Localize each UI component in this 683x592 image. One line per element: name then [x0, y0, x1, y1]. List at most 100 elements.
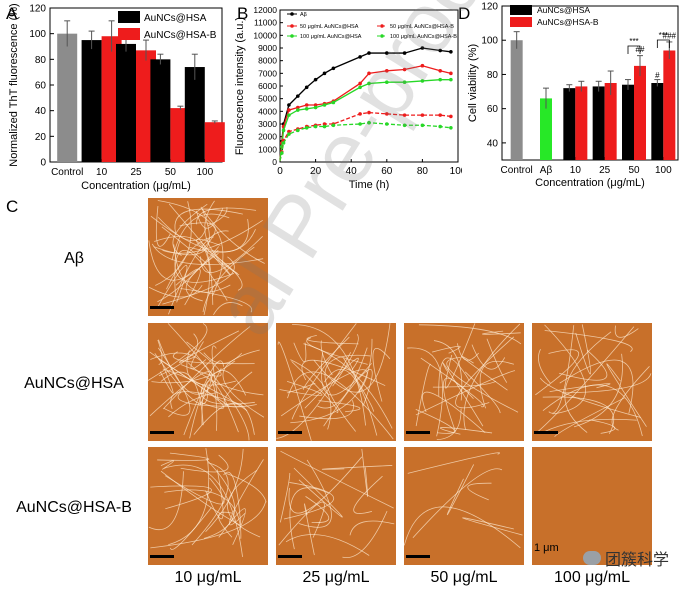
fibril — [463, 323, 521, 430]
afm-row-label: Aβ — [64, 250, 84, 267]
y-tick-label: 2000 — [258, 132, 277, 142]
fibril — [172, 351, 255, 365]
fibril — [227, 469, 261, 538]
sig-bracket — [627, 45, 641, 54]
series-marker — [313, 124, 318, 129]
series-marker — [322, 122, 327, 126]
legend-marker — [290, 34, 294, 38]
fibril — [306, 334, 359, 345]
fibril — [150, 215, 256, 253]
afm-row-label: AuNCs@HSA — [24, 375, 124, 392]
x-tick-label: 25 — [599, 165, 611, 176]
series-marker — [287, 132, 291, 136]
hash-label: # — [655, 71, 660, 80]
scale-bar — [150, 431, 174, 434]
fibril — [349, 520, 395, 536]
fibril — [535, 326, 635, 434]
afm-column-label: 25 μg/mL — [302, 569, 370, 586]
fibril — [151, 243, 264, 265]
y-tick-label: 4000 — [258, 106, 277, 116]
fibril — [147, 323, 208, 381]
fibril — [223, 371, 257, 408]
fibril — [542, 384, 643, 437]
fibril — [202, 246, 255, 313]
fibril — [403, 506, 521, 549]
afm-image — [403, 447, 524, 565]
fibril — [280, 369, 368, 417]
scale-label: 1 μm — [534, 542, 559, 554]
y-tick-label: 1000 — [258, 144, 277, 154]
y-tick-label: 60 — [487, 104, 499, 115]
afm-column-label: 50 μg/mL — [430, 569, 498, 586]
fibril — [286, 382, 316, 394]
x-tick-label: Control — [51, 167, 83, 178]
fibril — [288, 456, 363, 514]
afm-fibrils — [403, 452, 523, 549]
fibril — [611, 366, 650, 431]
fibril — [160, 460, 175, 470]
hash-label: ## — [636, 45, 645, 54]
series-marker — [358, 85, 362, 90]
panel-letter-c: C — [6, 197, 19, 216]
fibril — [299, 400, 354, 420]
series-marker — [420, 46, 425, 50]
series-marker — [449, 126, 453, 130]
fibril — [293, 467, 343, 518]
series-marker — [296, 128, 300, 133]
fibril — [180, 288, 253, 313]
series-marker — [331, 66, 336, 71]
fibril — [464, 371, 501, 414]
legend-label: AuNCs@HSA-B — [144, 30, 217, 41]
fibril — [183, 360, 225, 436]
fibril — [298, 459, 332, 528]
fibril — [306, 337, 368, 365]
fibril — [211, 345, 219, 402]
fibril — [559, 349, 608, 381]
fibril — [559, 359, 634, 414]
fibril — [167, 323, 250, 441]
series-marker — [402, 51, 407, 55]
fibril — [539, 377, 641, 418]
fibril — [150, 501, 267, 549]
fibril — [606, 363, 647, 427]
series-line — [279, 122, 451, 161]
series-marker — [367, 71, 371, 76]
fibril — [153, 208, 210, 256]
series-line — [279, 47, 451, 160]
y-tick-label: 100 — [29, 29, 46, 40]
y-tick-label: 12000 — [253, 5, 277, 15]
fibril — [442, 362, 484, 427]
y-tick-label: 80 — [487, 70, 499, 81]
fibril — [163, 464, 243, 558]
series-marker — [438, 77, 442, 82]
hash-label: ### — [663, 32, 677, 41]
fibril — [160, 470, 241, 526]
fibril — [196, 207, 257, 225]
fibril — [548, 325, 575, 414]
fibril — [589, 419, 616, 434]
fibril — [407, 452, 500, 474]
fibril — [564, 331, 612, 433]
y-tick-label: 120 — [481, 2, 498, 13]
fibril — [455, 336, 515, 409]
fibril — [283, 482, 335, 520]
fibril — [157, 216, 207, 242]
series-marker — [367, 110, 371, 115]
series-marker — [438, 69, 442, 73]
fibril — [193, 403, 255, 435]
x-tick-label: 0 — [277, 166, 283, 177]
fibril — [318, 400, 361, 413]
fibril — [544, 330, 633, 353]
fibril — [324, 354, 371, 432]
fibril — [479, 360, 515, 409]
fibril — [412, 468, 503, 539]
x-tick-label: 50 — [628, 165, 640, 176]
fibril — [320, 352, 372, 396]
x-tick-label: 25 — [130, 167, 142, 178]
series-marker — [402, 113, 407, 117]
legend-label: AuNCs@HSA — [537, 5, 590, 15]
legend-marker — [290, 12, 294, 16]
fibril — [157, 264, 188, 308]
series-marker — [358, 81, 362, 86]
fibril — [162, 326, 251, 410]
